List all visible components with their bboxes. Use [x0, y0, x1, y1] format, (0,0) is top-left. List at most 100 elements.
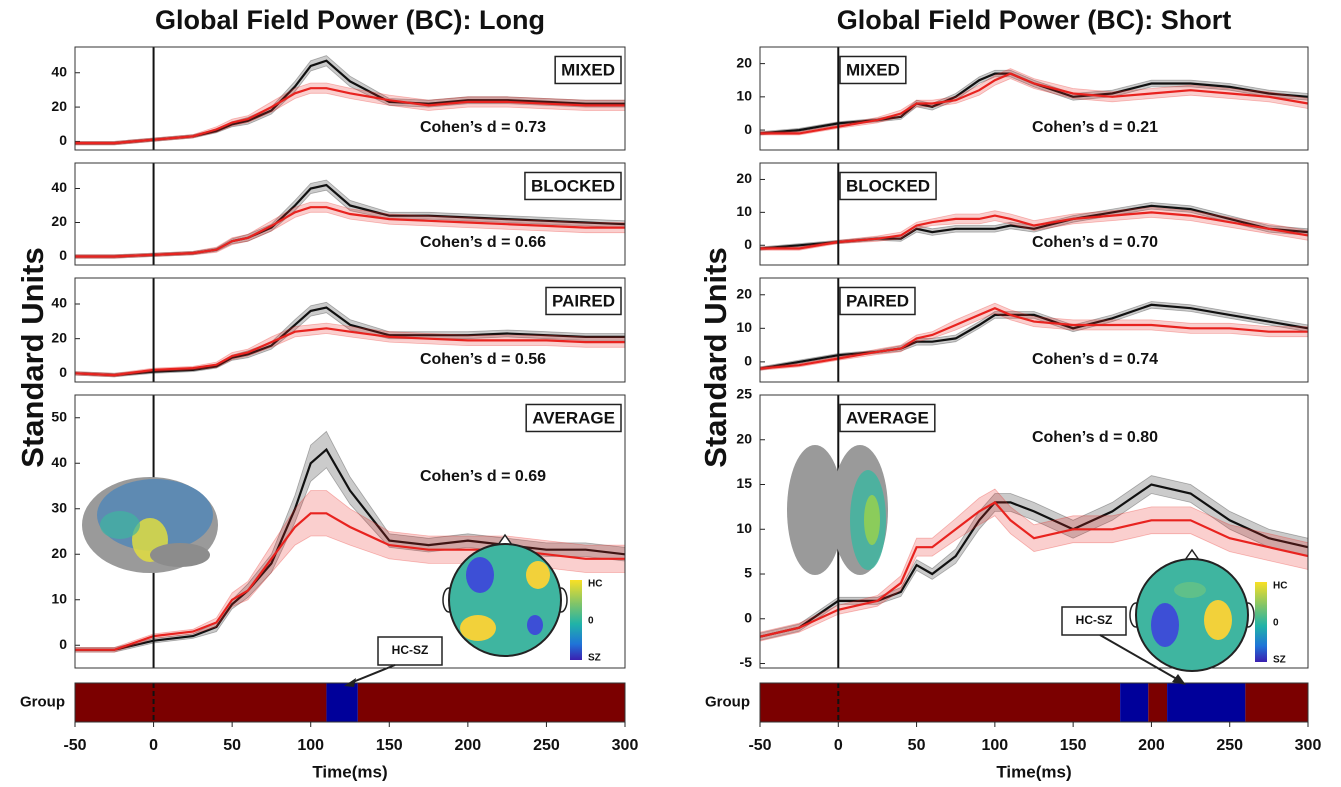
series-line: [75, 206, 625, 258]
label-box: [524, 171, 622, 201]
y-tick-label: 50: [51, 408, 67, 424]
effect-size: Cohen’s d = 0.66: [420, 234, 546, 251]
y-tick-label: 20: [736, 170, 752, 186]
colorbar-label: 0: [588, 616, 594, 627]
callout-box: [377, 636, 443, 666]
series-line: [74, 327, 625, 377]
group-panel: Group -50 0 50 100 150 200 250 300 Time(ms): [705, 682, 1322, 781]
label-box: [839, 403, 936, 433]
group-segment: [1120, 683, 1149, 722]
panel-frame: [74, 394, 626, 669]
series-line: [74, 306, 625, 377]
panel-frame: [74, 46, 626, 151]
arrow: [1099, 634, 1183, 683]
chart-title: Global Field Power (BC): Long: [155, 5, 545, 35]
colorbar-label: HC: [1273, 581, 1287, 592]
line-panel: Global Field Power (BC): Short Standard U…: [698, 5, 1309, 468]
chart-title: Global Field Power (BC): Short: [837, 5, 1232, 35]
colorbar-label: 0: [1273, 618, 1279, 629]
y-tick-label: 20: [736, 285, 752, 301]
panel-frame: [759, 277, 1309, 383]
label-box: [839, 55, 907, 85]
series-line: [759, 500, 1309, 638]
panel-frame: [74, 162, 626, 266]
label-box: [525, 403, 622, 433]
y-tick-label: 40: [51, 295, 67, 311]
colorbar-label: HC: [588, 579, 602, 590]
x-tick-label: 100: [297, 737, 324, 754]
y-axis-label: Standard Units: [698, 247, 733, 467]
group-label: Group: [20, 693, 65, 710]
panel-frame: [759, 682, 1309, 723]
condition-label: BLOCKED: [846, 176, 930, 195]
condition-label: MIXED: [846, 60, 900, 79]
group-segment: [1167, 683, 1246, 722]
group-label: Group: [705, 693, 750, 710]
effect-size: Cohen’s d = 0.70: [1032, 234, 1158, 251]
callout-box: [1061, 606, 1127, 636]
y-tick-label: 0: [744, 609, 752, 625]
line-panel: -5 0 5 10 15 20 25 AVERAGE Cohen’s d = 0.80: [736, 386, 1309, 670]
series-line: [760, 72, 1309, 135]
line-panel: 0 20 40 BLOCKED Cohen’s d = 0.66: [51, 162, 626, 266]
label-box: [839, 286, 916, 316]
x-tick-label: 300: [1295, 737, 1322, 754]
topomap: [1129, 548, 1255, 672]
callout-label: HC-SZ: [392, 643, 429, 657]
x-tick-label: 50: [223, 737, 241, 754]
series-line: [760, 211, 1309, 250]
series-line: [75, 87, 625, 145]
y-tick-label: 10: [736, 319, 752, 335]
panel-frame: [74, 277, 626, 383]
effect-size: Cohen’s d = 0.21: [1032, 119, 1158, 136]
y-tick-label: 10: [736, 203, 752, 219]
y-tick-label: 40: [51, 454, 67, 470]
line-panel: 0 10 20 PAIRED Cohen’s d = 0.74: [736, 277, 1309, 383]
condition-label: AVERAGE: [532, 408, 615, 427]
x-tick-label: 200: [1138, 737, 1165, 754]
panel-frame: [759, 46, 1309, 151]
effect-size: Cohen’s d = 0.74: [1032, 351, 1158, 368]
x-tick-label: 250: [533, 737, 560, 754]
x-axis-label: Time(ms): [312, 762, 387, 781]
y-tick-label: 30: [51, 499, 67, 515]
line-panel: 0 20 40 PAIRED Cohen’s d = 0.56: [51, 277, 626, 383]
y-tick-label: 25: [736, 386, 752, 402]
y-tick-label: 20: [736, 54, 752, 70]
arrow: [347, 664, 396, 685]
line-panel: 0 10 20 BLOCKED Cohen’s d = 0.70: [736, 162, 1309, 266]
condition-label: PAIRED: [552, 291, 615, 310]
effect-size: Cohen’s d = 0.73: [420, 119, 546, 136]
condition-label: MIXED: [561, 60, 615, 79]
group-segment: [357, 683, 625, 722]
y-tick-label: 20: [51, 545, 67, 561]
panel-frame: [759, 162, 1309, 266]
x-tick-label: 300: [612, 737, 639, 754]
effect-size: Cohen’s d = 0.56: [420, 351, 546, 368]
series-line: [759, 307, 1308, 370]
y-axis-label: Standard Units: [15, 247, 50, 467]
y-tick-label: 20: [51, 98, 67, 114]
line-panel: Global Field Power (BC): Long Standard Un…: [15, 5, 626, 468]
x-tick-label: -50: [63, 737, 86, 754]
group-segment: [1148, 683, 1168, 722]
x-tick-label: 250: [1216, 737, 1243, 754]
y-tick-label: 15: [736, 475, 752, 491]
x-tick-label: 150: [1060, 737, 1087, 754]
y-tick-label: 0: [59, 132, 67, 148]
y-tick-label: 10: [736, 520, 752, 536]
effect-size: Cohen’s d = 0.80: [1032, 429, 1158, 446]
x-tick-label: 150: [376, 737, 403, 754]
y-tick-label: 40: [51, 179, 67, 195]
colorbar-label: SZ: [588, 653, 601, 664]
brain-lateral: [82, 477, 218, 573]
colorbar: [570, 580, 582, 660]
label-box: [839, 171, 937, 201]
condition-label: AVERAGE: [846, 408, 929, 427]
y-tick-label: 40: [51, 63, 67, 79]
group-segment: [760, 683, 1121, 722]
label-box: [545, 286, 622, 316]
x-tick-label: 100: [982, 737, 1009, 754]
label-box: [554, 55, 622, 85]
